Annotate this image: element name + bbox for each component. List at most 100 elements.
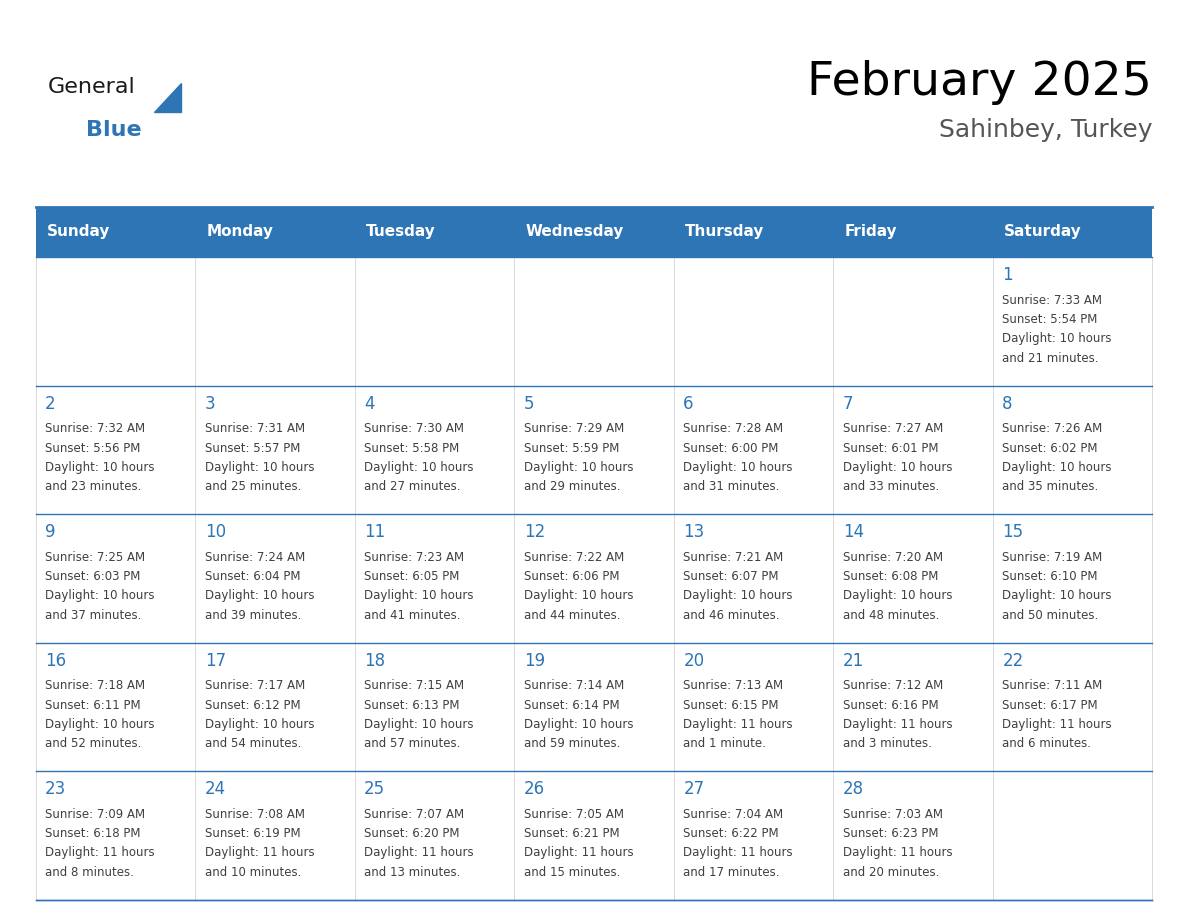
Text: Sunrise: 7:18 AM: Sunrise: 7:18 AM	[45, 679, 145, 692]
Text: Daylight: 11 hours: Daylight: 11 hours	[204, 846, 315, 859]
Text: and 52 minutes.: and 52 minutes.	[45, 737, 141, 750]
Text: Sunset: 6:20 PM: Sunset: 6:20 PM	[365, 827, 460, 840]
Text: Daylight: 10 hours: Daylight: 10 hours	[1003, 332, 1112, 345]
Text: Sunset: 6:17 PM: Sunset: 6:17 PM	[1003, 699, 1098, 711]
FancyBboxPatch shape	[993, 386, 1152, 514]
Text: and 35 minutes.: and 35 minutes.	[1003, 480, 1099, 493]
Text: 13: 13	[683, 523, 704, 542]
Text: Sunrise: 7:33 AM: Sunrise: 7:33 AM	[1003, 294, 1102, 307]
Text: Sunrise: 7:31 AM: Sunrise: 7:31 AM	[204, 422, 305, 435]
Text: 22: 22	[1003, 652, 1024, 670]
Text: Sunrise: 7:20 AM: Sunrise: 7:20 AM	[842, 551, 943, 564]
Text: 1: 1	[1003, 266, 1013, 285]
Text: and 21 minutes.: and 21 minutes.	[1003, 352, 1099, 364]
Text: Daylight: 11 hours: Daylight: 11 hours	[683, 846, 792, 859]
FancyBboxPatch shape	[355, 386, 514, 514]
Text: Daylight: 10 hours: Daylight: 10 hours	[1003, 461, 1112, 474]
Text: Sunrise: 7:32 AM: Sunrise: 7:32 AM	[45, 422, 145, 435]
Text: and 25 minutes.: and 25 minutes.	[204, 480, 301, 493]
FancyBboxPatch shape	[833, 643, 993, 771]
Text: Sunset: 6:05 PM: Sunset: 6:05 PM	[365, 570, 460, 583]
Text: 18: 18	[365, 652, 385, 670]
FancyBboxPatch shape	[993, 643, 1152, 771]
Text: and 48 minutes.: and 48 minutes.	[842, 609, 940, 621]
Text: and 41 minutes.: and 41 minutes.	[365, 609, 461, 621]
FancyBboxPatch shape	[514, 643, 674, 771]
FancyBboxPatch shape	[195, 386, 355, 514]
Text: Sunrise: 7:23 AM: Sunrise: 7:23 AM	[365, 551, 465, 564]
Text: and 3 minutes.: and 3 minutes.	[842, 737, 931, 750]
Text: Sunrise: 7:27 AM: Sunrise: 7:27 AM	[842, 422, 943, 435]
FancyBboxPatch shape	[36, 643, 195, 771]
Text: Sunset: 6:12 PM: Sunset: 6:12 PM	[204, 699, 301, 711]
Text: 8: 8	[1003, 395, 1013, 413]
Text: 23: 23	[45, 780, 67, 799]
Text: Sunset: 6:06 PM: Sunset: 6:06 PM	[524, 570, 619, 583]
Text: 21: 21	[842, 652, 864, 670]
Text: Daylight: 10 hours: Daylight: 10 hours	[842, 461, 953, 474]
Text: 12: 12	[524, 523, 545, 542]
Text: 5: 5	[524, 395, 535, 413]
FancyBboxPatch shape	[355, 207, 514, 257]
Text: Sunset: 6:18 PM: Sunset: 6:18 PM	[45, 827, 140, 840]
Text: 4: 4	[365, 395, 374, 413]
FancyBboxPatch shape	[993, 771, 1152, 900]
Text: Sunset: 6:01 PM: Sunset: 6:01 PM	[842, 442, 939, 454]
Text: and 31 minutes.: and 31 minutes.	[683, 480, 779, 493]
Text: Daylight: 11 hours: Daylight: 11 hours	[524, 846, 633, 859]
FancyBboxPatch shape	[195, 207, 355, 257]
FancyBboxPatch shape	[833, 257, 993, 386]
Text: Sunset: 6:13 PM: Sunset: 6:13 PM	[365, 699, 460, 711]
Text: Sunset: 6:16 PM: Sunset: 6:16 PM	[842, 699, 939, 711]
Text: Sunset: 6:02 PM: Sunset: 6:02 PM	[1003, 442, 1098, 454]
Text: Sunrise: 7:08 AM: Sunrise: 7:08 AM	[204, 808, 304, 821]
Text: Sunset: 6:10 PM: Sunset: 6:10 PM	[1003, 570, 1098, 583]
Text: Daylight: 10 hours: Daylight: 10 hours	[204, 589, 314, 602]
FancyBboxPatch shape	[514, 257, 674, 386]
Text: and 23 minutes.: and 23 minutes.	[45, 480, 141, 493]
Text: Sunset: 6:04 PM: Sunset: 6:04 PM	[204, 570, 301, 583]
Text: 20: 20	[683, 652, 704, 670]
Text: Blue: Blue	[86, 120, 141, 140]
Text: Daylight: 10 hours: Daylight: 10 hours	[365, 589, 474, 602]
FancyBboxPatch shape	[514, 771, 674, 900]
FancyBboxPatch shape	[36, 386, 195, 514]
FancyBboxPatch shape	[833, 386, 993, 514]
Text: Sunset: 6:00 PM: Sunset: 6:00 PM	[683, 442, 778, 454]
Text: Sunset: 6:03 PM: Sunset: 6:03 PM	[45, 570, 140, 583]
Text: Sunrise: 7:12 AM: Sunrise: 7:12 AM	[842, 679, 943, 692]
FancyBboxPatch shape	[355, 771, 514, 900]
Text: 11: 11	[365, 523, 385, 542]
Text: Sunset: 6:21 PM: Sunset: 6:21 PM	[524, 827, 619, 840]
Text: 25: 25	[365, 780, 385, 799]
Text: Sunrise: 7:04 AM: Sunrise: 7:04 AM	[683, 808, 783, 821]
Text: Daylight: 11 hours: Daylight: 11 hours	[1003, 718, 1112, 731]
Text: 27: 27	[683, 780, 704, 799]
Text: Sunset: 5:56 PM: Sunset: 5:56 PM	[45, 442, 140, 454]
Text: and 29 minutes.: and 29 minutes.	[524, 480, 620, 493]
Text: Sunset: 5:54 PM: Sunset: 5:54 PM	[1003, 313, 1098, 326]
FancyBboxPatch shape	[833, 514, 993, 643]
Text: and 33 minutes.: and 33 minutes.	[842, 480, 939, 493]
FancyBboxPatch shape	[514, 386, 674, 514]
Text: 16: 16	[45, 652, 67, 670]
FancyBboxPatch shape	[993, 257, 1152, 386]
Text: Daylight: 11 hours: Daylight: 11 hours	[683, 718, 792, 731]
FancyBboxPatch shape	[993, 514, 1152, 643]
Text: Daylight: 10 hours: Daylight: 10 hours	[524, 461, 633, 474]
FancyBboxPatch shape	[355, 643, 514, 771]
Text: Thursday: Thursday	[685, 224, 764, 240]
Text: Sunset: 5:57 PM: Sunset: 5:57 PM	[204, 442, 301, 454]
FancyBboxPatch shape	[514, 514, 674, 643]
Text: and 15 minutes.: and 15 minutes.	[524, 866, 620, 879]
Text: Daylight: 10 hours: Daylight: 10 hours	[45, 461, 154, 474]
Text: Sunrise: 7:17 AM: Sunrise: 7:17 AM	[204, 679, 305, 692]
FancyBboxPatch shape	[993, 207, 1152, 257]
Text: 14: 14	[842, 523, 864, 542]
Text: Daylight: 10 hours: Daylight: 10 hours	[842, 589, 953, 602]
FancyBboxPatch shape	[833, 771, 993, 900]
Text: Friday: Friday	[845, 224, 897, 240]
FancyBboxPatch shape	[514, 207, 674, 257]
FancyBboxPatch shape	[195, 771, 355, 900]
Text: Daylight: 11 hours: Daylight: 11 hours	[45, 846, 154, 859]
